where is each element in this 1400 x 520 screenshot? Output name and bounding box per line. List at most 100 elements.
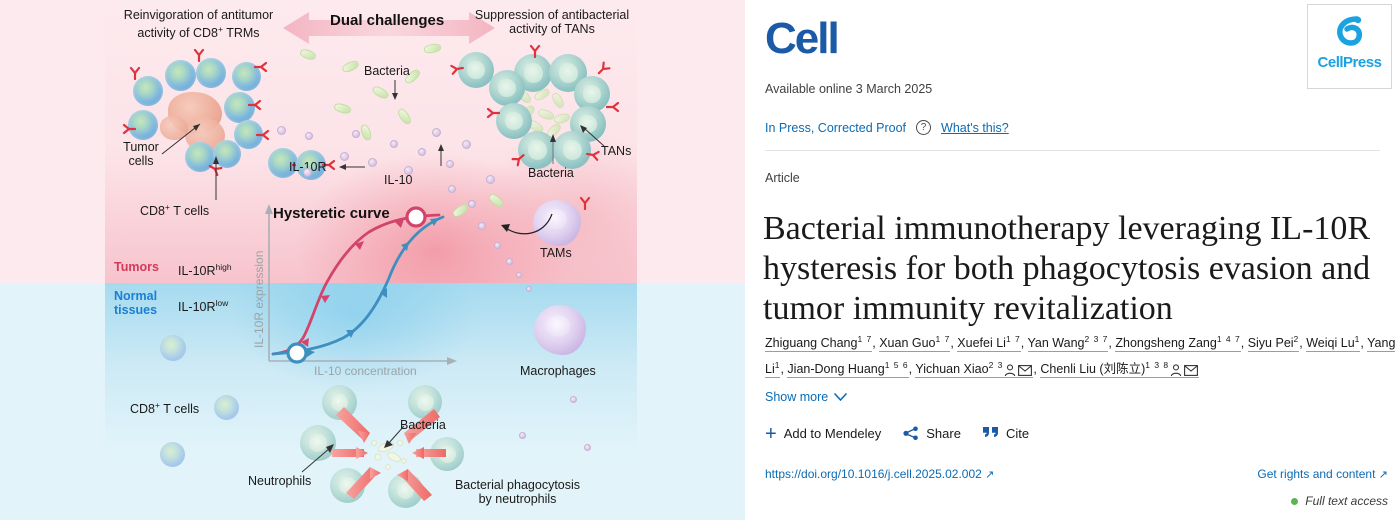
cd8-t-cell [165, 60, 196, 91]
author-name-text: Xuan Guo [879, 336, 936, 351]
author-affiliation-marks: 1 5 6 [884, 360, 909, 371]
il10-molecule [526, 286, 532, 292]
hysteretic-curve-chart [243, 196, 463, 381]
full-text-access-badge: Full text access [1291, 494, 1388, 508]
show-more-label: Show more [765, 390, 829, 404]
author-name-text: Zhiguang Chang [765, 336, 858, 351]
doi-link[interactable]: https://doi.org/10.1016/j.cell.2025.02.0… [765, 467, 994, 481]
article-type-kicker: Article [765, 171, 800, 185]
author-separator: , [1033, 362, 1041, 377]
tan-cell [458, 52, 494, 88]
cd8-t-cells-label-top: CD8+ T cells [140, 202, 210, 219]
bacteria-leader-line-right [550, 134, 556, 164]
author-name[interactable]: Weiqi Lu1 [1306, 334, 1361, 353]
author-separator: , [1240, 336, 1248, 351]
tumor-cells-leader-line [161, 123, 201, 155]
cd8-t-cell [128, 110, 158, 140]
author-name[interactable]: Jian-Dong Huang1 5 6 [787, 360, 909, 379]
author-email-icon[interactable] [1184, 364, 1199, 376]
neutrophil [300, 425, 336, 461]
tumor-cells-label: Tumor cells [123, 140, 159, 168]
cd8-t-cell [268, 148, 298, 178]
neutrophils-label: Neutrophils [248, 474, 312, 488]
cellpress-badge[interactable]: CellPress [1307, 4, 1392, 89]
author-affiliation-marks: 2 3 [988, 360, 1004, 371]
il10-molecule [506, 258, 513, 265]
author-name[interactable]: Yang Li1 [765, 336, 1396, 379]
cd8-t-cell [196, 58, 226, 88]
journal-logo[interactable]: Cell [765, 14, 840, 63]
il10-molecule [340, 152, 349, 161]
author-profile-icon[interactable] [1170, 363, 1182, 377]
proof-status-label[interactable]: In Press, Corrected Proof [765, 120, 907, 135]
il10-molecule [404, 166, 413, 175]
il10r-receptor-icon [254, 60, 268, 74]
author-separator: , [950, 336, 958, 351]
external-link-icon: ↗ [1378, 469, 1388, 481]
author-separator: , [1020, 336, 1028, 351]
whats-this-link[interactable]: What's this? [941, 120, 1009, 135]
get-rights-label: Get rights and content [1257, 467, 1376, 481]
author-name-text: Yang Li [765, 336, 1396, 377]
author-name[interactable]: Yichuan Xiao2 3 [915, 360, 1034, 379]
tan-cell [496, 103, 532, 139]
author-name[interactable]: Yan Wang2 3 7 [1027, 334, 1109, 353]
bacteria-label-bottom: Bacteria [400, 418, 446, 432]
help-icon[interactable]: ? [916, 120, 932, 135]
plus-icon: + [765, 422, 777, 445]
il10r-receptor-icon [486, 106, 500, 120]
tans-label: TANs [601, 144, 632, 158]
il10-molecule [368, 158, 377, 167]
il10r-receptor-icon [585, 147, 601, 163]
il10-molecule [570, 396, 577, 403]
author-name-text: Jian-Dong Huang [787, 362, 885, 377]
author-name[interactable]: Chenli Liu (刘陈立)1 3 8 [1040, 360, 1200, 379]
author-name[interactable]: Xuefei Li1 7 [957, 334, 1021, 353]
il10r-receptor-icon [192, 48, 206, 62]
il10-molecule [462, 140, 471, 149]
bacteria-leader-line-bottom [384, 425, 405, 448]
add-to-mendeley-button[interactable]: + Add to Mendeley [765, 422, 882, 445]
il10-molecule [305, 132, 313, 140]
author-affiliation-marks: 2 3 7 [1084, 334, 1109, 344]
full-text-access-label: Full text access [1305, 494, 1388, 508]
il10-molecule [390, 140, 398, 148]
tan-cell [553, 131, 591, 169]
il10-molecule [432, 128, 441, 137]
author-name[interactable]: Zhongsheng Zang1 4 7 [1115, 334, 1241, 353]
graphical-abstract[interactable]: Reinvigoration of antitumor activity of … [0, 0, 745, 520]
share-label: Share [926, 426, 961, 441]
author-name[interactable]: Xuan Guo1 7 [879, 334, 951, 353]
author-name-text: Weiqi Lu [1306, 336, 1355, 351]
macrophages-label: Macrophages [520, 364, 596, 378]
il10r-receptor-icon [528, 44, 542, 58]
tan-cell [549, 54, 587, 92]
add-to-mendeley-label: Add to Mendeley [783, 426, 882, 441]
get-rights-link[interactable]: Get rights and content ↗ [1257, 467, 1388, 481]
il10r-receptor-icon [449, 61, 465, 77]
show-more-button[interactable]: Show more [765, 390, 848, 404]
il10r-receptor-icon [578, 196, 592, 210]
il10-molecule [468, 200, 476, 208]
author-separator: , [780, 362, 788, 377]
il10r-receptor-icon [205, 159, 224, 178]
author-name-text: Yan Wang [1027, 336, 1085, 351]
author-email-icon[interactable] [1018, 364, 1033, 376]
il10-molecule [478, 222, 486, 230]
author-affiliation-marks: 1 4 7 [1216, 334, 1241, 344]
author-name-text: Xuefei Li [957, 336, 1006, 351]
share-button[interactable]: Share [903, 426, 961, 441]
il10-label: IL-10 [384, 173, 413, 187]
author-name[interactable]: Zhiguang Chang1 7 [765, 334, 873, 353]
bacteria-label-right: Bacteria [528, 166, 574, 180]
article-actions: + Add to Mendeley Share Cite [765, 422, 1030, 445]
bacteria-leader-line-top [392, 80, 398, 100]
author-name-text: Chenli Liu (刘陈立) [1040, 362, 1146, 377]
author-name[interactable]: Siyu Pei2 [1247, 334, 1300, 353]
divider [765, 150, 1380, 151]
author-affiliation-marks: 1 [774, 360, 781, 371]
author-profile-icon[interactable] [1004, 363, 1016, 377]
cite-button[interactable]: Cite [982, 426, 1030, 441]
cite-label: Cite [1005, 426, 1030, 441]
